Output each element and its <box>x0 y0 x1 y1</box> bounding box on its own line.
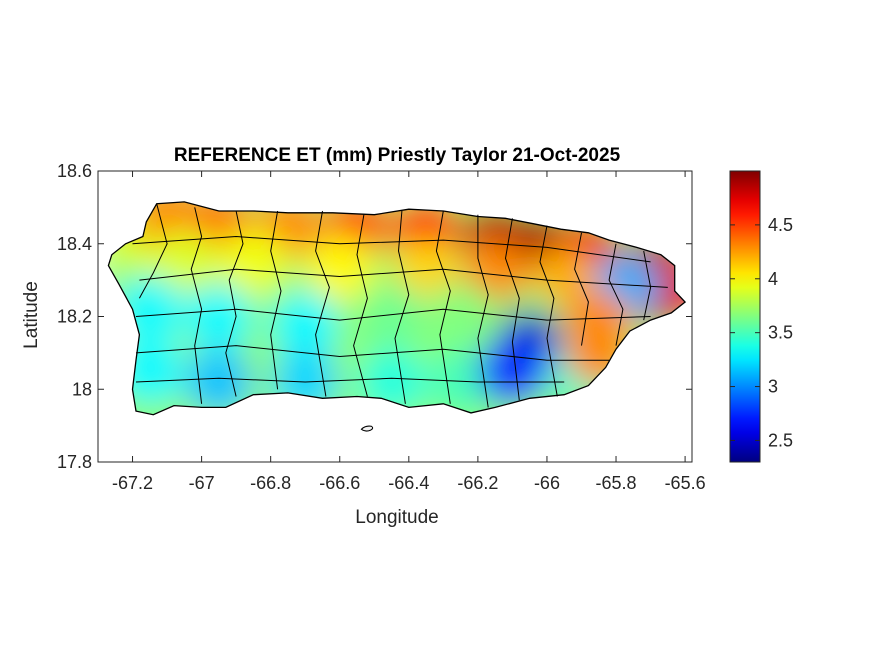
y-axis-label: Latitude <box>21 281 42 349</box>
x-tick-label: -66.8 <box>250 473 291 493</box>
x-tick-label: -65.8 <box>596 473 637 493</box>
municipality-boundary <box>135 345 610 361</box>
heat-cell <box>219 227 288 296</box>
municipality-boundaries <box>132 203 668 408</box>
colorbar-ticks: 2.5 3 3.5 4 4.5 <box>730 215 793 450</box>
island-coastline <box>107 201 687 416</box>
colorbar-tick-label: 4.5 <box>768 215 793 235</box>
x-tick-label: -66.6 <box>319 473 360 493</box>
x-tick-label: -67 <box>189 473 215 493</box>
municipality-boundary <box>190 207 203 404</box>
municipality-boundary <box>477 214 489 408</box>
municipality-boundary <box>435 210 451 404</box>
municipality-boundary <box>574 232 589 346</box>
colorbar-tick-label: 2.5 <box>768 430 793 450</box>
x-tick-label: -66.4 <box>388 473 429 493</box>
heat-cell <box>357 282 426 351</box>
x-tick-label: -65.6 <box>665 473 706 493</box>
y-axis-ticks: 17.8 18 18.2 18.4 18.6 <box>57 161 692 472</box>
x-axis-label: Longitude <box>355 507 438 528</box>
y-tick-label: 18.6 <box>57 161 92 181</box>
municipality-boundary <box>270 210 282 390</box>
heat-cell <box>184 347 253 415</box>
chart-title: REFERENCE ET (mm) Priestly Taylor 21-Oct… <box>174 145 621 166</box>
colorbar-tick-label: 3.5 <box>768 323 793 343</box>
colorbar <box>729 170 761 463</box>
municipality-boundary <box>353 214 368 397</box>
municipality-boundary <box>608 243 624 346</box>
heat-cell <box>271 289 340 358</box>
municipality-boundary <box>139 268 668 288</box>
heat-cell <box>426 347 495 415</box>
y-tick-label: 18.2 <box>57 307 92 327</box>
municipality-boundary <box>138 203 168 299</box>
colorbar-tick-label: 4 <box>768 269 778 289</box>
heatmap-field <box>108 201 686 415</box>
heat-cell <box>150 227 219 296</box>
municipality-boundary <box>539 225 558 397</box>
x-tick-label: -67.2 <box>112 473 153 493</box>
y-tick-label: 17.8 <box>57 452 92 472</box>
colorbar-tick-label: 3 <box>768 377 778 397</box>
heat-cell <box>305 235 374 304</box>
heat-cell <box>184 282 253 351</box>
x-axis-ticks: -67.2 -67 -66.8 -66.6 -66.4 -66.2 -66 -65.8 -65.… <box>112 171 706 493</box>
y-tick-label: 18.4 <box>57 234 92 254</box>
municipality-boundary <box>132 235 651 263</box>
x-tick-label: -66.2 <box>457 473 498 493</box>
municipality-boundary <box>643 250 652 321</box>
y-tick-label: 18 <box>72 379 92 399</box>
municipality-boundary <box>135 377 565 383</box>
municipality-boundary <box>135 308 651 321</box>
small-islet <box>360 425 374 432</box>
x-tick-label: -66 <box>534 473 560 493</box>
heat-cell <box>426 282 495 351</box>
municipality-boundary <box>225 210 244 397</box>
municipality-boundary <box>394 210 410 404</box>
heat-cell <box>478 337 547 406</box>
municipality-boundary <box>315 210 330 397</box>
